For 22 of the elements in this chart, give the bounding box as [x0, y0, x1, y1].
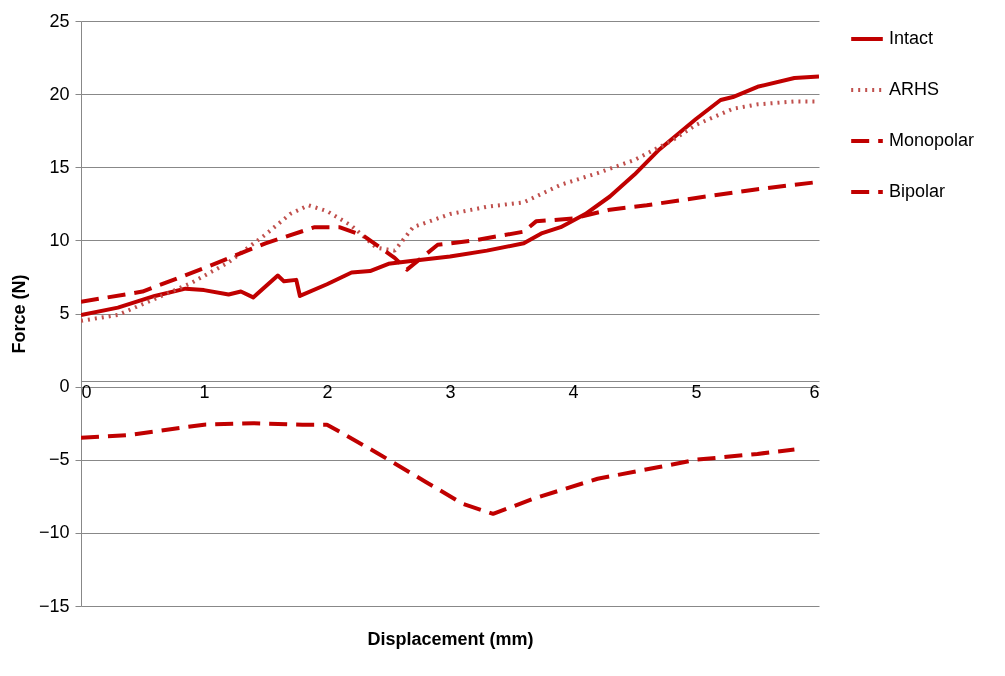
legend-label: ARHS — [889, 79, 940, 99]
y-tick-label: 5 — [59, 303, 70, 323]
x-tick-label: 1 — [199, 381, 210, 402]
y-tick-label: −15 — [38, 595, 70, 616]
x-tick-label: 0 — [81, 381, 92, 402]
y-tick-label: 10 — [49, 229, 70, 250]
legend-label: Monopolar — [889, 130, 975, 150]
y-tick-label: 15 — [49, 156, 70, 177]
x-tick-label: 3 — [445, 381, 456, 402]
y-tick-label: −10 — [38, 522, 70, 543]
y-tick-label: 25 — [49, 10, 70, 31]
x-tick-label: 6 — [809, 381, 820, 402]
x-axis-title: Displacement (mm) — [367, 628, 534, 649]
legend-label: Intact — [889, 28, 934, 48]
legend-label: Bipolar — [889, 181, 946, 201]
y-tick-label: 20 — [49, 83, 70, 104]
y-tick-label: −5 — [48, 449, 70, 470]
y-axis-title: Force (N) — [8, 274, 29, 354]
x-tick-label: 2 — [322, 381, 333, 402]
x-tick-label: 5 — [691, 381, 702, 402]
line-series — [81, 421, 797, 516]
x-tick-label: 4 — [568, 381, 579, 402]
